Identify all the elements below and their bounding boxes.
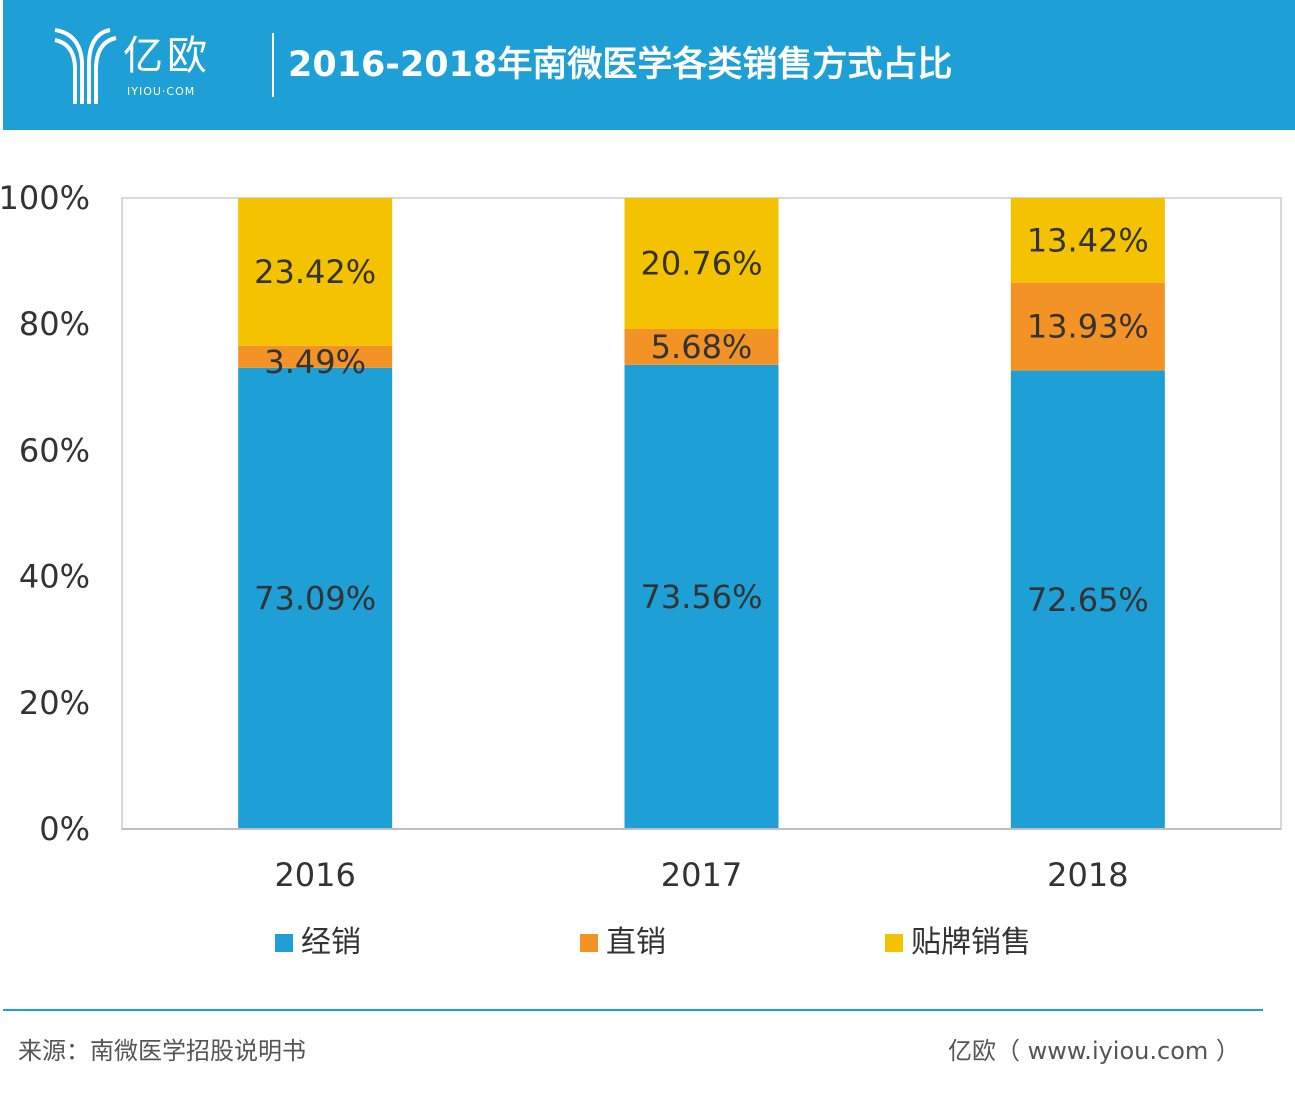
- data-label: 23.42%: [254, 253, 376, 291]
- legend-label: 经销: [301, 925, 361, 960]
- legend-item: 直销: [580, 925, 666, 961]
- data-label: 73.56%: [640, 578, 762, 616]
- y-tick-label: 40%: [19, 558, 90, 596]
- stacked-bar-chart: 0% 20% 40% 60% 80% 100% 73.09% 3.49% 23.42% 2016 7…: [0, 179, 1282, 894]
- logo-subtext: IYIOU·COM: [127, 85, 196, 98]
- logo-text: 亿欧: [123, 33, 211, 79]
- bar-segment: [1010, 282, 1165, 371]
- y-tick-label: 100%: [0, 179, 90, 217]
- legend-swatch: [275, 934, 293, 952]
- chart-title: 2016-2018年南微医学各类销售方式占比: [288, 45, 953, 85]
- y-tick-label: 0%: [39, 810, 90, 848]
- legend-swatch: [885, 934, 903, 952]
- bar-segment: [624, 328, 779, 365]
- bar-segment: [624, 364, 779, 829]
- data-label: 73.09%: [254, 579, 376, 617]
- x-tick-label: 2016: [274, 856, 355, 894]
- bar-segment: [238, 367, 393, 829]
- header-divider: [272, 33, 274, 97]
- data-label: 13.93%: [1027, 308, 1149, 346]
- y-tick-label: 20%: [19, 684, 90, 722]
- bar-segment: [238, 345, 393, 368]
- source-text: 来源：南微医学招股说明书: [18, 1037, 306, 1065]
- y-tick-label: 80%: [19, 305, 90, 343]
- bar-segment: [624, 198, 779, 329]
- x-tick-label: 2018: [1047, 856, 1128, 894]
- y-tick-label: 60%: [19, 431, 90, 469]
- legend-label: 直销: [606, 925, 666, 960]
- data-label: 13.42%: [1027, 221, 1149, 259]
- bar-segment: [238, 198, 393, 346]
- legend-swatch: [580, 934, 598, 952]
- site-text: 亿欧（ www.iyiou.com ）: [948, 1037, 1240, 1065]
- header-banner: [3, 0, 1295, 130]
- iyiou-logo-icon: [54, 28, 117, 104]
- data-label: 3.49%: [264, 343, 366, 381]
- data-label: 20.76%: [640, 244, 762, 282]
- data-label: 72.65%: [1027, 581, 1149, 619]
- x-tick-label: 2017: [661, 856, 742, 894]
- bar-segment: [1010, 370, 1165, 829]
- footer-divider: [3, 1009, 1263, 1011]
- bar-segment: [1010, 198, 1165, 283]
- legend-item: 经销: [275, 925, 361, 961]
- legend-label: 贴牌销售: [911, 925, 1031, 960]
- data-label: 5.68%: [651, 328, 753, 366]
- legend-item: 贴牌销售: [885, 925, 1031, 961]
